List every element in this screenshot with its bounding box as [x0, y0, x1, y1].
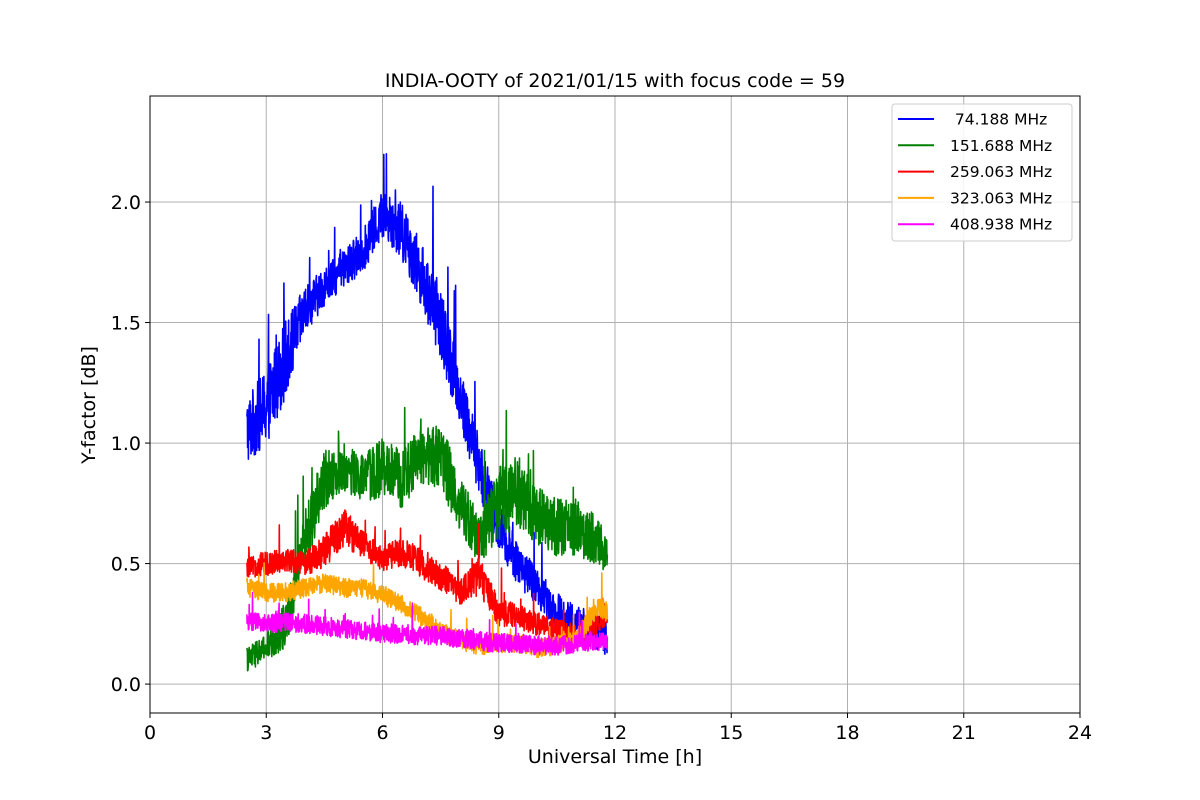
x-tick-label: 12 [603, 722, 627, 744]
legend-label: 74.188 MHz [950, 111, 1047, 129]
legend-label: 408.938 MHz [950, 216, 1052, 234]
legend-label: 259.063 MHz [950, 163, 1052, 181]
series-line [246, 153, 609, 655]
x-tick-label: 15 [719, 722, 743, 744]
series-line [246, 406, 609, 672]
chart-title: INDIA-OOTY of 2021/01/15 with focus code… [385, 70, 845, 92]
x-tick-label: 3 [260, 722, 272, 744]
x-tick-label: 24 [1068, 722, 1092, 744]
legend-label: 151.688 MHz [950, 137, 1052, 155]
legend-label: 323.063 MHz [950, 189, 1052, 207]
y-tick-label: 0.0 [111, 674, 141, 696]
x-tick-label: 18 [835, 722, 859, 744]
y-tick-label: 1.5 [111, 313, 141, 335]
legend-box [891, 103, 1073, 242]
x-tick-label: 9 [493, 722, 505, 744]
x-axis-label: Universal Time [h] [528, 746, 702, 768]
series-line [246, 591, 609, 656]
series-line [246, 509, 609, 648]
legend: 74.188 MHz 151.688 MHz 259.063 MHz 323.063 … [891, 103, 1073, 242]
y-tick-label: 1.0 [111, 433, 141, 455]
series-layer [246, 153, 609, 672]
ticks: 0 3 6 9 12 15 18 21 24 0.0 0.5 1.0 1.5 2.0 [111, 192, 1092, 744]
x-tick-label: 21 [952, 722, 976, 744]
y-tick-label: 0.5 [111, 554, 141, 576]
x-tick-label: 0 [144, 722, 156, 744]
x-tick-label: 6 [376, 722, 388, 744]
y-tick-label: 2.0 [111, 192, 141, 214]
y-axis-label: Y-factor [dB] [78, 346, 100, 465]
